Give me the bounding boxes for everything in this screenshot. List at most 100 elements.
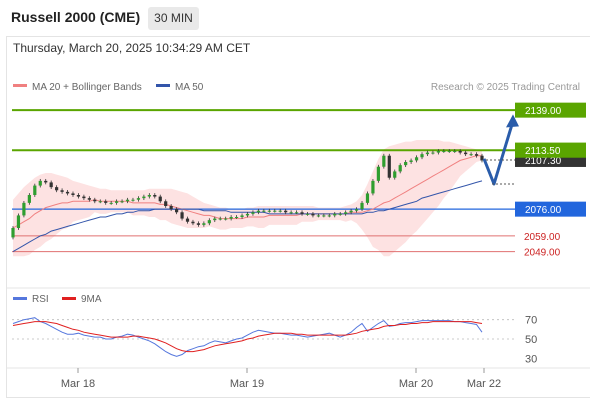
legend-swatch-rsi [13, 297, 27, 300]
level-label-overlay: 2113.50 [525, 146, 561, 157]
candle [404, 160, 408, 168]
rsi-panel: 70 50 30 [12, 315, 537, 365]
candle [393, 169, 397, 180]
x-tick-label-2: Mar 20 [399, 378, 433, 390]
candle [409, 158, 413, 164]
candle [371, 178, 375, 196]
candle [240, 213, 244, 219]
level-label-3: 2059.00 [524, 232, 561, 243]
candle [289, 210, 293, 215]
candle [365, 191, 370, 205]
rsi-legend: RSI 9MA [13, 294, 102, 305]
candle [245, 211, 250, 218]
candle [60, 188, 64, 194]
candle [87, 196, 91, 202]
candle [382, 153, 386, 169]
candle [82, 194, 86, 201]
level-tag-0 [515, 102, 586, 118]
candle [447, 149, 451, 153]
timeframe-badge[interactable]: 30 MIN [148, 7, 199, 30]
level-label-4: 2049.00 [524, 248, 561, 259]
candle [142, 194, 146, 201]
candle [420, 152, 424, 160]
price-tags: 2139.00 2113.50 2076.00 2059.00 2049.00 2107.… [486, 102, 586, 259]
level-label-0: 2139.00 [525, 106, 562, 117]
price-legend: MA 20 + Bollinger Bands MA 50 Research ©… [13, 82, 580, 93]
candle [93, 197, 97, 204]
candle [153, 193, 157, 199]
legend-bollinger: MA 20 + Bollinger Bands [32, 82, 142, 93]
last-price-label: 2107.30 [525, 156, 562, 167]
bollinger-bands [13, 140, 482, 257]
level-label-2: 2076.00 [525, 205, 562, 216]
candle [207, 218, 211, 226]
candle [349, 208, 353, 215]
x-tick-label-0: Mar 18 [61, 378, 95, 390]
candle [22, 200, 26, 218]
candle [55, 185, 59, 193]
candle [251, 210, 255, 216]
candle [442, 149, 446, 153]
candle [213, 216, 217, 223]
datetime-label: Thursday, March 20, 2025 10:34:29 AM CET [13, 41, 251, 55]
legend-rsi: RSI [32, 294, 49, 305]
candle [267, 208, 271, 213]
candle [480, 153, 484, 163]
candle [185, 216, 190, 224]
candle [273, 208, 277, 213]
candle [76, 193, 81, 199]
legend-swatch-rsi-ma [62, 297, 76, 300]
candle [305, 211, 310, 216]
candle [27, 193, 31, 205]
candle [11, 226, 15, 240]
legend-ma50: MA 50 [175, 82, 204, 93]
candle [49, 180, 53, 190]
candle [104, 199, 108, 205]
candle [262, 208, 266, 213]
x-tick-label-1: Mar 19 [230, 378, 264, 390]
instrument-title: Russell 2000 (CME) [11, 9, 141, 25]
candle [431, 150, 435, 155]
candle [224, 216, 228, 221]
candle [469, 152, 473, 157]
candle [294, 210, 299, 215]
time-axis: Mar 18 Mar 19 Mar 20 Mar 22 [61, 368, 501, 390]
candle [229, 215, 233, 221]
candle [125, 197, 130, 204]
x-tick-label-3: Mar 22 [467, 378, 501, 390]
candle [376, 164, 380, 183]
candle [414, 155, 419, 163]
candle [464, 150, 468, 157]
legend-rsi-ma: 9MA [81, 294, 102, 305]
candle [458, 149, 462, 155]
candle [136, 196, 141, 202]
bollinger-band-fill [13, 140, 482, 257]
candle [360, 200, 364, 212]
candle [234, 215, 239, 219]
candle [354, 207, 359, 213]
candle [284, 208, 288, 215]
candle [338, 211, 342, 216]
candle [180, 210, 184, 221]
candle [44, 178, 48, 185]
candle [131, 197, 135, 202]
level-tag-overlay [515, 142, 586, 158]
candle [218, 216, 222, 221]
candle [436, 149, 440, 155]
candle [196, 221, 201, 227]
candle [256, 208, 261, 215]
scenario-arrow-head [506, 114, 519, 128]
candle [164, 199, 168, 208]
candle [115, 199, 119, 205]
candle [327, 213, 331, 218]
candle [333, 211, 337, 218]
candle [316, 213, 320, 218]
candle [300, 210, 304, 216]
rsi-line [12, 317, 483, 357]
legend-swatch-bollinger [13, 84, 27, 87]
candle [147, 193, 151, 199]
candle [109, 200, 113, 205]
candle [278, 208, 282, 213]
candle [98, 199, 102, 204]
